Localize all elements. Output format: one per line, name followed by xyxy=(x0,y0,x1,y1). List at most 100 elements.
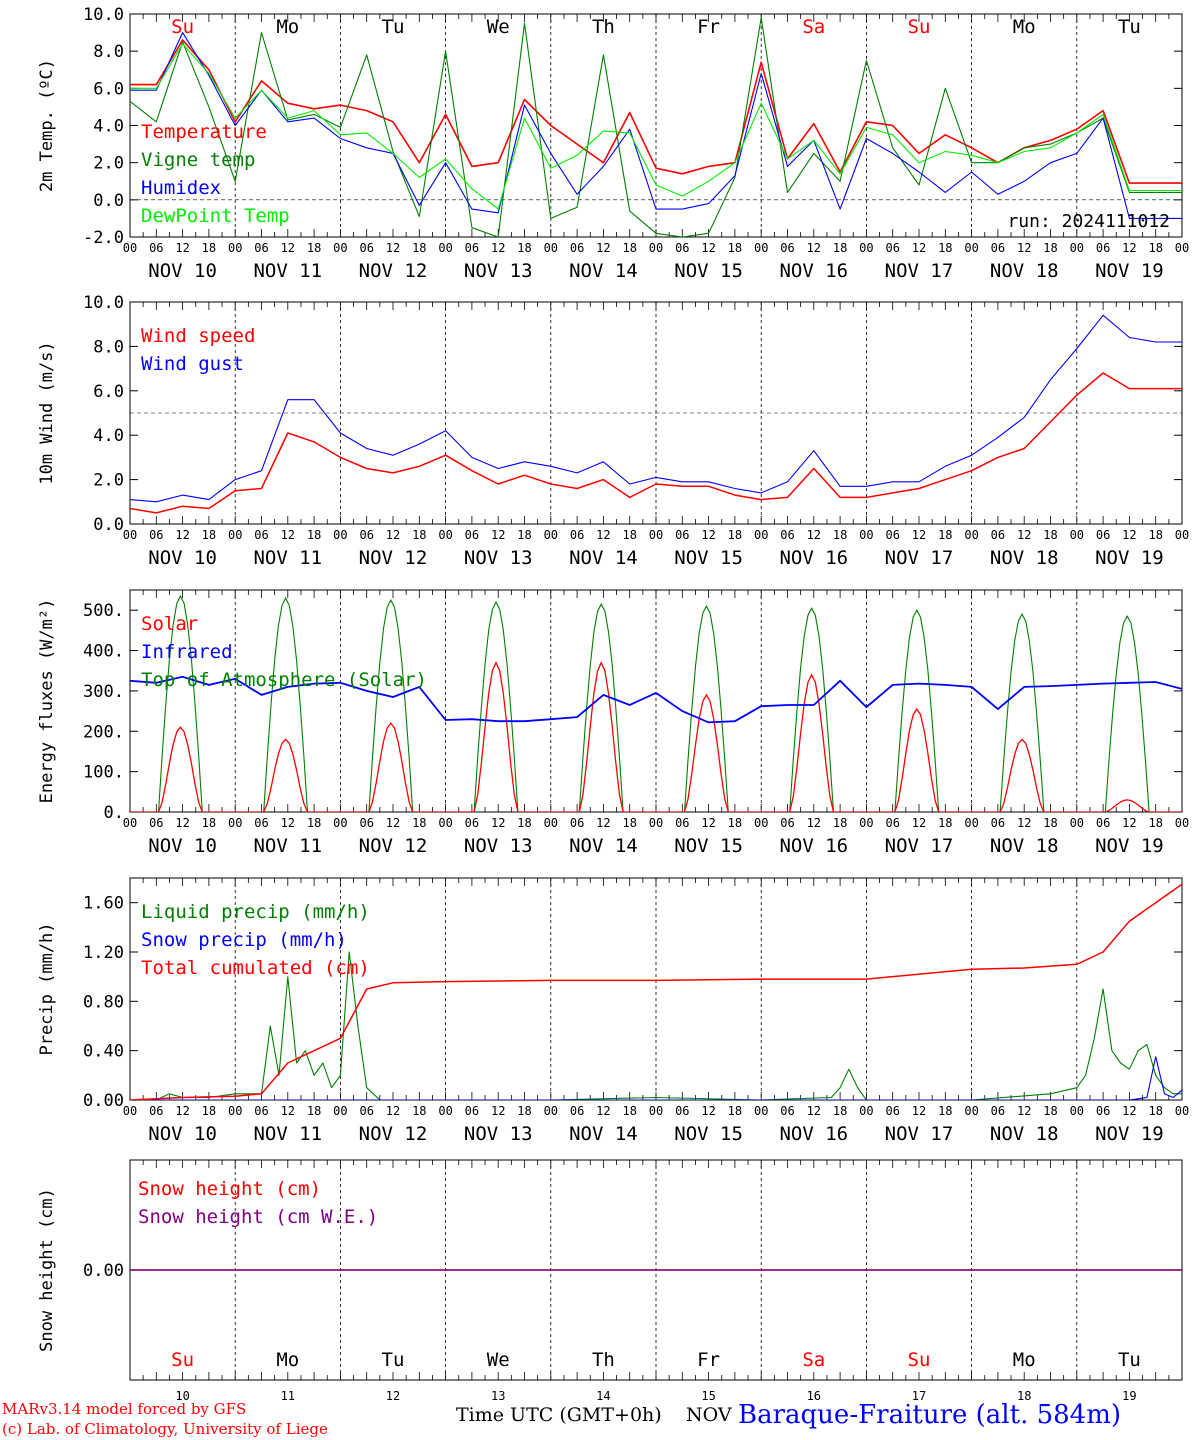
y-tick-label: 10.0 xyxy=(83,5,124,25)
date-label: NOV 15 xyxy=(674,547,743,569)
hour-tick-label: 18 xyxy=(1043,1104,1057,1118)
data-layer xyxy=(130,883,1182,1100)
y-tick-label: 0.0 xyxy=(93,191,124,211)
hour-tick-label: 18 xyxy=(1148,1104,1162,1118)
hour-tick-label: 06 xyxy=(254,241,268,255)
hour-tick-label: 18 xyxy=(202,816,216,830)
day-number-label: 10 xyxy=(175,1389,189,1403)
hour-tick-label: 18 xyxy=(412,816,426,830)
weekday-label: Tu xyxy=(1118,16,1141,38)
hour-tick-label: 12 xyxy=(491,1104,505,1118)
y-tick-label: 0.40 xyxy=(83,1042,124,1062)
legend-entry: Vigne temp xyxy=(141,149,255,171)
day-number-label: 19 xyxy=(1122,1389,1136,1403)
hour-tick-label: 00 xyxy=(964,528,978,542)
hour-tick-label: 18 xyxy=(202,241,216,255)
hour-tick-label: 18 xyxy=(622,241,636,255)
panel-frame xyxy=(129,13,1183,238)
day-number-label: 16 xyxy=(807,1389,821,1403)
day-number-label: 15 xyxy=(701,1389,715,1403)
hour-tick-label: 06 xyxy=(885,241,899,255)
hour-tick-label: 06 xyxy=(991,528,1005,542)
date-label: NOV 11 xyxy=(253,835,322,857)
hour-tick-label: 12 xyxy=(912,241,926,255)
y-tick-label: 4.0 xyxy=(93,117,124,137)
y-tick-label: 100. xyxy=(83,763,124,783)
panel-energy: 0. 100. 200. 300. 400. 500. Energy fluxes (W/m… xyxy=(37,589,1189,857)
date-label: NOV 10 xyxy=(148,547,217,569)
date-label: NOV 15 xyxy=(674,835,743,857)
series-line-0 xyxy=(130,951,1182,1100)
hour-tick-label: 06 xyxy=(1096,1104,1110,1118)
date-label: NOV 11 xyxy=(253,547,322,569)
y-tick-label: 0.00 xyxy=(83,1261,124,1281)
hour-tick-label: 00 xyxy=(964,241,978,255)
y-axis-label: Snow height (cm) xyxy=(37,1188,57,1352)
hour-tick-label: 06 xyxy=(465,528,479,542)
hour-tick-label: 18 xyxy=(833,528,847,542)
hour-tick-label: 00 xyxy=(1175,816,1189,830)
hour-tick-label: 06 xyxy=(780,241,794,255)
data-layer xyxy=(130,17,1182,237)
hour-tick-label: 18 xyxy=(202,1104,216,1118)
hour-tick-label: 00 xyxy=(1070,528,1084,542)
hour-tick-label: 00 xyxy=(754,528,768,542)
legend-entry: Wind speed xyxy=(141,325,255,347)
hour-tick-label: 12 xyxy=(281,241,295,255)
date-label: NOV 18 xyxy=(990,835,1059,857)
y-tick-label: 400. xyxy=(83,642,124,662)
station-name: Baraque-Fraiture (alt. 584m) xyxy=(738,1400,1122,1430)
hour-tick-label: 18 xyxy=(833,816,847,830)
hour-tick-label: 12 xyxy=(386,816,400,830)
date-label: NOV 19 xyxy=(1095,260,1164,282)
legend-entry: Total cumulated (cm) xyxy=(141,957,370,979)
hour-tick-label: 00 xyxy=(123,528,137,542)
hour-tick-label: 18 xyxy=(728,816,742,830)
legend-entry: Snow height (cm) xyxy=(138,1178,321,1200)
hour-tick-label: 06 xyxy=(570,241,584,255)
weekday-label: Mo xyxy=(1013,1349,1036,1371)
weekday-label: Fr xyxy=(697,1349,720,1371)
y-tick-label: 200. xyxy=(83,722,124,742)
hour-tick-label: 12 xyxy=(596,528,610,542)
day-number-label: 13 xyxy=(491,1389,505,1403)
weekday-label: Sa xyxy=(802,16,825,38)
y-tick-label: 4.0 xyxy=(93,426,124,446)
hour-tick-label: 12 xyxy=(1122,241,1136,255)
y-tick-label: 8.0 xyxy=(93,337,124,357)
series-line-infrared xyxy=(130,675,1182,724)
hour-tick-label: 06 xyxy=(149,241,163,255)
date-label: NOV 18 xyxy=(990,260,1059,282)
hour-tick-label: 12 xyxy=(491,816,505,830)
legend-entry: Wind gust xyxy=(141,353,244,375)
hour-tick-label: 12 xyxy=(386,241,400,255)
hour-tick-label: 00 xyxy=(333,528,347,542)
hour-tick-label: 18 xyxy=(622,1104,636,1118)
hour-tick-label: 12 xyxy=(701,241,715,255)
hour-tick-label: 00 xyxy=(754,241,768,255)
hour-tick-label: 00 xyxy=(438,241,452,255)
hour-tick-label: 06 xyxy=(991,241,1005,255)
hour-tick-label: 18 xyxy=(938,241,952,255)
date-label: NOV 12 xyxy=(359,835,428,857)
hour-tick-label: 18 xyxy=(622,816,636,830)
hour-tick-label: 06 xyxy=(780,816,794,830)
y-tick-label: 500. xyxy=(83,601,124,621)
hour-tick-label: 00 xyxy=(333,1104,347,1118)
hour-tick-label: 18 xyxy=(517,241,531,255)
date-label: NOV 13 xyxy=(464,547,533,569)
date-label: NOV 14 xyxy=(569,1123,638,1145)
day-number-label: 17 xyxy=(912,1389,926,1403)
hour-tick-label: 18 xyxy=(1043,528,1057,542)
date-label: NOV 10 xyxy=(148,835,217,857)
hour-tick-label: 06 xyxy=(149,816,163,830)
date-label: NOV 17 xyxy=(885,1123,954,1145)
hour-tick-label: 12 xyxy=(701,1104,715,1118)
hour-tick-label: 00 xyxy=(1070,1104,1084,1118)
hour-tick-label: 06 xyxy=(465,1104,479,1118)
hour-tick-label: 18 xyxy=(307,241,321,255)
weekday-label: Th xyxy=(592,16,615,38)
date-label: NOV 17 xyxy=(885,260,954,282)
hour-tick-label: 12 xyxy=(1122,816,1136,830)
legend-entry: Snow precip (mm/h) xyxy=(141,929,347,951)
